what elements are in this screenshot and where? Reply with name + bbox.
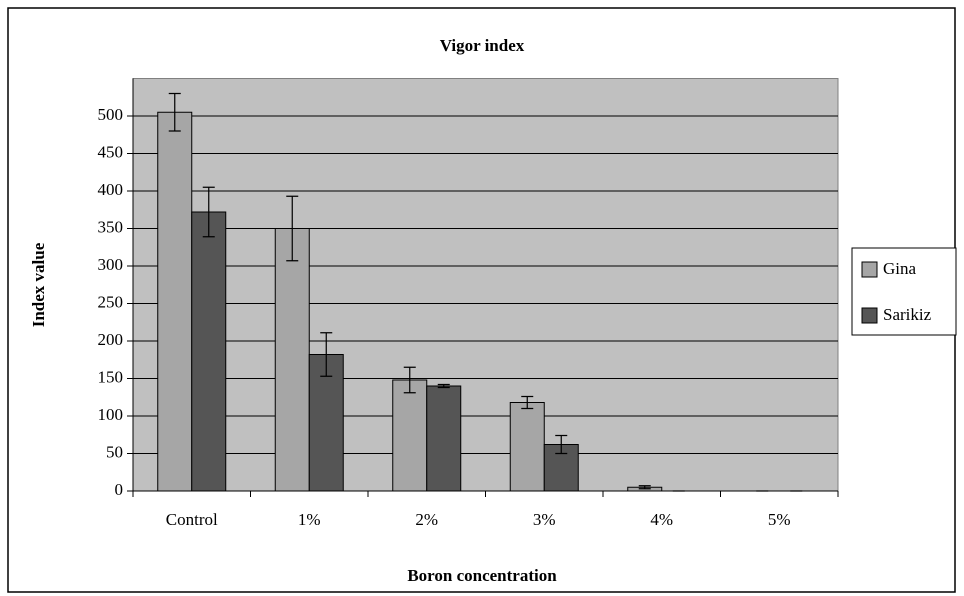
bar bbox=[509, 402, 545, 492]
bar bbox=[191, 211, 227, 492]
y-tick-label: 500 bbox=[98, 105, 124, 124]
error-bar bbox=[168, 92, 181, 132]
y-tick-label: 350 bbox=[98, 217, 124, 236]
y-tick-label: 300 bbox=[98, 255, 124, 274]
x-axis-label: Boron concentration bbox=[407, 566, 557, 585]
legend-swatch bbox=[861, 261, 878, 278]
x-tick-label: Control bbox=[166, 510, 218, 529]
chart-title: Vigor index bbox=[440, 36, 525, 55]
y-axis-label: Index value bbox=[29, 242, 48, 327]
legend-label: Sarikiz bbox=[883, 305, 932, 324]
error-bar bbox=[638, 485, 651, 490]
x-tick-label: 3% bbox=[533, 510, 556, 529]
legend-label: Gina bbox=[883, 259, 917, 278]
bar bbox=[157, 111, 193, 492]
error-bar bbox=[403, 366, 416, 394]
error-bar bbox=[320, 332, 333, 377]
x-tick-label: 1% bbox=[298, 510, 321, 529]
bar bbox=[308, 354, 344, 492]
bar bbox=[392, 379, 428, 492]
x-tick-label: 4% bbox=[650, 510, 673, 529]
x-tick-label: 2% bbox=[415, 510, 438, 529]
y-tick-label: 200 bbox=[98, 330, 124, 349]
legend-swatch bbox=[861, 307, 878, 324]
y-tick-label: 0 bbox=[115, 480, 124, 499]
error-bar bbox=[521, 395, 534, 410]
y-tick-label: 100 bbox=[98, 405, 124, 424]
y-tick-label: 50 bbox=[106, 442, 123, 461]
y-tick-label: 400 bbox=[98, 180, 124, 199]
bar bbox=[426, 385, 462, 492]
error-bar bbox=[437, 383, 450, 389]
y-tick-label: 250 bbox=[98, 292, 124, 311]
error-bar bbox=[286, 195, 299, 262]
error-bar bbox=[202, 186, 215, 238]
y-tick-label: 150 bbox=[98, 367, 124, 386]
bar bbox=[274, 228, 310, 492]
error-bar bbox=[555, 434, 568, 455]
x-tick-label: 5% bbox=[768, 510, 791, 529]
y-tick-label: 450 bbox=[98, 142, 124, 161]
plot-area bbox=[132, 78, 839, 492]
